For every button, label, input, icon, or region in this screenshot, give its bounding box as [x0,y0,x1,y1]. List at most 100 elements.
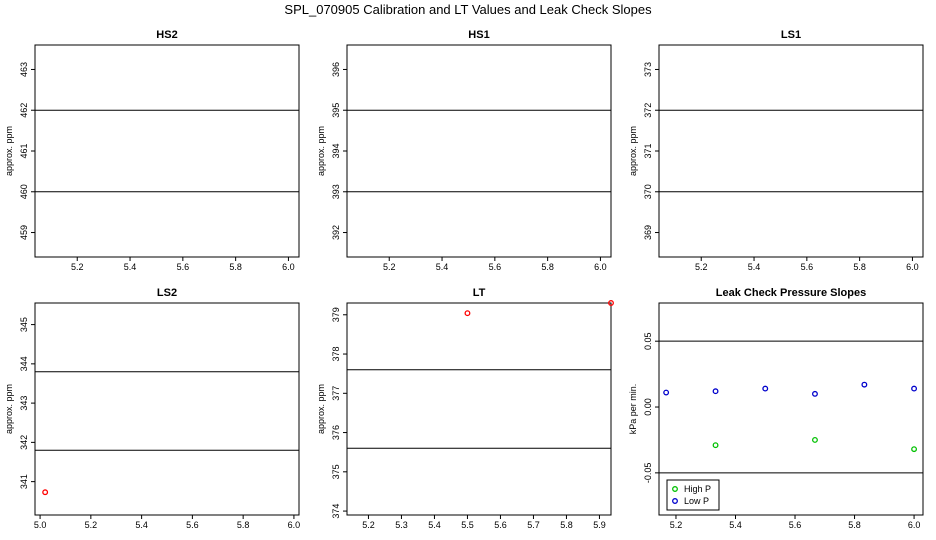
panel-hs2-ytick-label-1: 460 [19,184,29,199]
panel-leak-check-pressure-slopes-legend-marker-0 [672,486,678,492]
panel-lt-xtick-label-7: 5.9 [593,520,606,530]
panel-leak-check-pressure-slopes-ylabel: kPa per min. [628,384,638,435]
panel-hs2-xtick-label-2: 5.6 [177,262,190,272]
panel-ls1-ylabel: approx. ppm [628,126,638,176]
panel-hs2-xtick-label-0: 5.2 [71,262,84,272]
panel-lt-ylabel: approx. ppm [316,384,326,434]
panel-ls1-ytick-label-4: 373 [643,62,653,77]
panel-lt-ytick-label-3: 377 [331,386,341,401]
panel-leak-check-pressure-slopes-frame [658,302,924,516]
panel-hs1-ylabel: approx. ppm [316,126,326,176]
panel-lt-ytick-label-1: 375 [331,464,341,479]
panel-hs1-ytick-label-4: 396 [331,62,341,77]
panel-hs2-title: HS2 [156,29,177,41]
panel-hs1-xtick-label-2: 5.6 [489,262,502,272]
panel-hs2-xtick-label-1: 5.4 [124,262,137,272]
panel-hs2-ytick-label-4: 463 [19,62,29,77]
panel-hs2-ytick-label-3: 462 [19,103,29,118]
panel-leak-check-pressure-slopes-series-1-point-2 [762,385,769,392]
panel-lt-title: LT [473,287,486,299]
panel-lt-series-0-point-0 [464,310,471,317]
panel-hs1-xtick-label-1: 5.4 [436,262,449,272]
panel-leak-check-pressure-slopes-xtick-label-4: 6.0 [908,520,921,530]
panel-leak-check-pressure-slopes-xtick-label-0: 5.2 [670,520,683,530]
panel-ls1-ytick-label-2: 371 [643,143,653,158]
panel-leak-check-pressure-slopes-series-1-point-5 [911,385,918,392]
panel-hs1-xtick-label-0: 5.2 [383,262,396,272]
panel-ls1-title: LS1 [781,29,801,41]
panel-hs2-xtick-label-3: 5.8 [229,262,242,272]
panel-hs1-ytick-label-3: 395 [331,103,341,118]
panel-leak-check-pressure-slopes-title: Leak Check Pressure Slopes [716,287,866,299]
panel-ls1-ytick-label-0: 369 [643,225,653,240]
panel-ls2-xtick-label-5: 6.0 [288,520,301,530]
panel-ls1-xtick-label-4: 6.0 [906,262,919,272]
panel-hs1-ytick-label-2: 394 [331,143,341,158]
panel-leak-check-pressure-slopes-series-0-point-0 [712,442,719,449]
panel-ls1-xtick-label-1: 5.4 [748,262,761,272]
panel-leak-check-pressure-slopes-ytick-label-1: 0.00 [643,398,653,416]
panel-leak-check-pressure-slopes-series-0-point-2 [911,446,918,453]
panel-lt-xtick-label-1: 5.3 [395,520,408,530]
panel-hs1-title: HS1 [468,29,489,41]
panel-ls2-xtick-label-0: 5.0 [34,520,47,530]
panel-ls2-xtick-label-2: 5.4 [135,520,148,530]
panel-ls1-xtick-label-2: 5.6 [801,262,814,272]
panel-ls1-ytick-label-3: 372 [643,103,653,118]
panel-lt-ytick-label-5: 379 [331,307,341,322]
panel-hs2-ytick-label-2: 461 [19,143,29,158]
panel-ls1-xtick-label-0: 5.2 [695,262,708,272]
panel-hs1-frame [346,44,612,258]
panel-leak-check-pressure-slopes: Leak Check Pressure Slopes 5.2 5.4 5.6 5.8 6.… [628,287,924,530]
panel-lt-frame [346,302,612,516]
panel-leak-check-pressure-slopes-ytick-label-0: -0.05 [643,463,653,484]
panel-ls2-frame [34,302,300,516]
panel-leak-check-pressure-slopes-legend-label-1: Low P [684,496,709,506]
panel-hs2-ytick-label-0: 459 [19,225,29,240]
panel-ls2-xtick-label-4: 5.8 [237,520,250,530]
panel-lt-xtick-label-2: 5.4 [428,520,441,530]
panel-leak-check-pressure-slopes-series-1-point-4 [861,381,868,388]
panel-leak-check-pressure-slopes-xtick-label-1: 5.4 [729,520,742,530]
panel-hs1: HS1 5.2 5.4 5.6 5.8 6.0 392 393 394 395 396 approx.… [316,29,612,272]
panel-hs2-xtick-label-4: 6.0 [282,262,295,272]
panel-leak-check-pressure-slopes-legend [666,479,720,511]
panel-lt-xtick-label-0: 5.2 [362,520,375,530]
panel-ls2: LS2 5.0 5.2 5.4 5.6 5.8 6.0 341 342 343 344 345 appr… [4,287,300,530]
panel-leak-check-pressure-slopes-legend-label-0: High P [684,484,711,494]
panel-lt-ytick-label-2: 376 [331,425,341,440]
panel-ls2-xtick-label-1: 5.2 [85,520,98,530]
panel-leak-check-pressure-slopes-xtick-label-3: 5.8 [848,520,861,530]
panel-ls1: LS1 5.2 5.4 5.6 5.8 6.0 369 370 371 372 373 approx.… [628,29,924,272]
panel-lt-xtick-label-4: 5.6 [494,520,507,530]
panel-lt-ytick-label-0: 374 [331,504,341,519]
panel-hs1-xtick-label-4: 6.0 [594,262,607,272]
panel-lt-xtick-label-3: 5.5 [461,520,474,530]
panel-lt-series-0-point-1 [608,300,614,306]
panel-leak-check-pressure-slopes-series-1-point-0 [663,389,670,396]
panel-ls2-ytick-label-4: 345 [19,317,29,332]
panel-ls2-xtick-label-3: 5.6 [186,520,199,530]
panel-ls1-frame [658,44,924,258]
panel-ls2-ylabel: approx. ppm [4,384,14,434]
panel-hs1-ytick-label-0: 392 [331,225,341,240]
panel-leak-check-pressure-slopes-series-0-point-1 [812,436,818,443]
panel-lt-xtick-label-5: 5.7 [527,520,540,530]
panel-hs2-ylabel: approx. ppm [4,126,14,176]
panel-ls1-xtick-label-3: 5.8 [853,262,866,272]
panel-leak-check-pressure-slopes-legend-marker-1 [672,498,678,504]
panel-ls2-ytick-label-3: 344 [19,356,29,371]
panel-hs2: HS2 5.2 5.4 5.6 5.8 6.0 459 460 461 462 463 approx.… [4,29,300,272]
panel-lt-ytick-label-4: 378 [331,347,341,362]
main-title: SPL_070905 Calibration and LT Values and… [284,2,652,17]
panel-leak-check-pressure-slopes-series-1-point-1 [712,388,719,395]
panel-hs1-ytick-label-1: 393 [331,184,341,199]
panel-hs1-xtick-label-3: 5.8 [541,262,554,272]
panel-hs2-frame [34,44,300,258]
panel-ls2-ytick-label-1: 342 [19,435,29,450]
panel-ls2-ytick-label-2: 343 [19,396,29,411]
panel-leak-check-pressure-slopes-series-1-point-3 [812,390,818,397]
panel-ls1-ytick-label-1: 370 [643,184,653,199]
panel-ls2-series-0-point-0 [42,489,49,496]
